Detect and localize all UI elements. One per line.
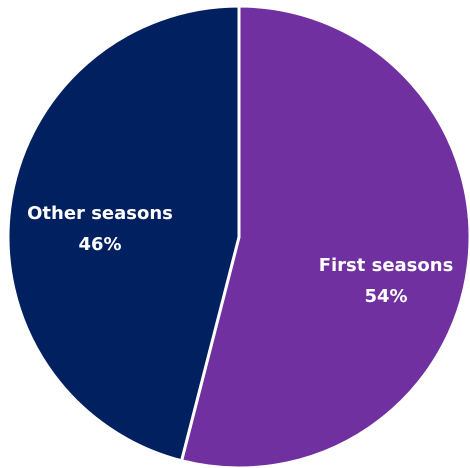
pie-labels: First seasons 54% Other seasons 46%: [27, 203, 453, 307]
slice-name: Other seasons: [27, 203, 173, 224]
slice-percent: 46%: [78, 234, 121, 255]
pie-slices: [6, 4, 470, 468]
slice-name: First seasons: [319, 255, 454, 276]
slice-percent: 54%: [364, 286, 407, 307]
pie-slice-other-seasons: [6, 4, 241, 463]
slice-label-first-seasons: First seasons 54%: [319, 255, 454, 307]
slice-label-other-seasons: Other seasons 46%: [27, 203, 173, 255]
pie-slice-first-seasons: [180, 4, 470, 468]
